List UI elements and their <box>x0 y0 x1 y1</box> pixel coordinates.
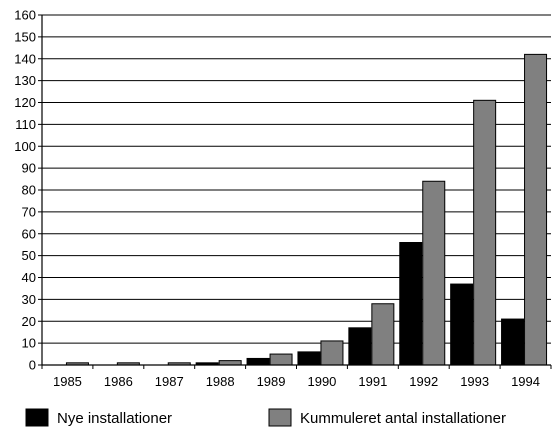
y-tick-label-50: 50 <box>22 248 36 263</box>
x-tick-label-1992: 1992 <box>409 374 438 389</box>
bars <box>65 53 548 366</box>
y-tick-label-60: 60 <box>22 226 36 241</box>
bar-kummuleret-antal-installationer-1992 <box>422 180 446 366</box>
bar-kummuleret-antal-installationer-1989 <box>269 353 293 366</box>
y-tick-label-160: 160 <box>14 8 36 23</box>
y-tick-label-70: 70 <box>22 204 36 219</box>
bar-nye-installationer-1991 <box>348 327 372 366</box>
legend-label-nye-installationer: Nye installationer <box>57 410 172 427</box>
gridlines <box>42 14 551 344</box>
y-tick-label-100: 100 <box>14 139 36 154</box>
bar-kummuleret-antal-installationer-1994 <box>524 53 548 366</box>
bar-nye-installationer-1990 <box>297 351 321 366</box>
y-tick-label-120: 120 <box>14 95 36 110</box>
bar-kummuleret-antal-installationer-1991 <box>371 303 395 366</box>
y-tick-label-0: 0 <box>29 358 36 373</box>
x-tick-label-1988: 1988 <box>206 374 235 389</box>
x-tick-label-1989: 1989 <box>257 374 286 389</box>
y-tick-labels: 0 10 20 30 40 50 60 70 80 90 100 110 120 130 140 150 160 <box>14 8 42 373</box>
y-tick-label-110: 110 <box>15 117 36 132</box>
x-tick-label-1994: 1994 <box>511 374 540 389</box>
bar-nye-installationer-1994 <box>501 318 525 366</box>
x-tick-label-1990: 1990 <box>307 374 336 389</box>
y-tick-label-90: 90 <box>22 161 36 176</box>
bar-kummuleret-antal-installationer-1990 <box>320 340 344 366</box>
bar-nye-installationer-1992 <box>399 242 423 366</box>
x-tick-labels: 1985 1986 1987 1988 1989 1990 1991 1992 1993 1994 <box>41 365 552 389</box>
legend-label-kummuleret: Kummuleret antal installationer <box>300 410 506 427</box>
bar-kummuleret-antal-installationer-1993 <box>473 99 497 366</box>
y-tick-label-130: 130 <box>14 73 36 88</box>
y-tick-label-80: 80 <box>22 183 36 198</box>
x-tick-label-1986: 1986 <box>104 374 133 389</box>
y-tick-label-140: 140 <box>14 51 36 66</box>
y-tick-label-30: 30 <box>22 292 36 307</box>
legend-swatch-kummuleret <box>268 408 292 427</box>
bar-kummuleret-antal-installationer-1988 <box>218 360 242 366</box>
legend-swatch-nye-installationer <box>25 408 49 427</box>
legend: Nye installationer Kummuleret antal inst… <box>25 408 506 427</box>
x-tick-label-1985: 1985 <box>53 374 82 389</box>
x-tick-label-1987: 1987 <box>155 374 184 389</box>
y-tick-label-20: 20 <box>22 314 36 329</box>
y-tick-label-10: 10 <box>22 336 36 351</box>
bar-nye-installationer-1993 <box>450 283 474 366</box>
y-tick-label-40: 40 <box>22 270 36 285</box>
bar-nye-installationer-1989 <box>246 357 270 366</box>
x-tick-label-1991: 1991 <box>358 374 387 389</box>
y-tick-label-150: 150 <box>14 29 36 44</box>
x-tick-label-1993: 1993 <box>460 374 489 389</box>
